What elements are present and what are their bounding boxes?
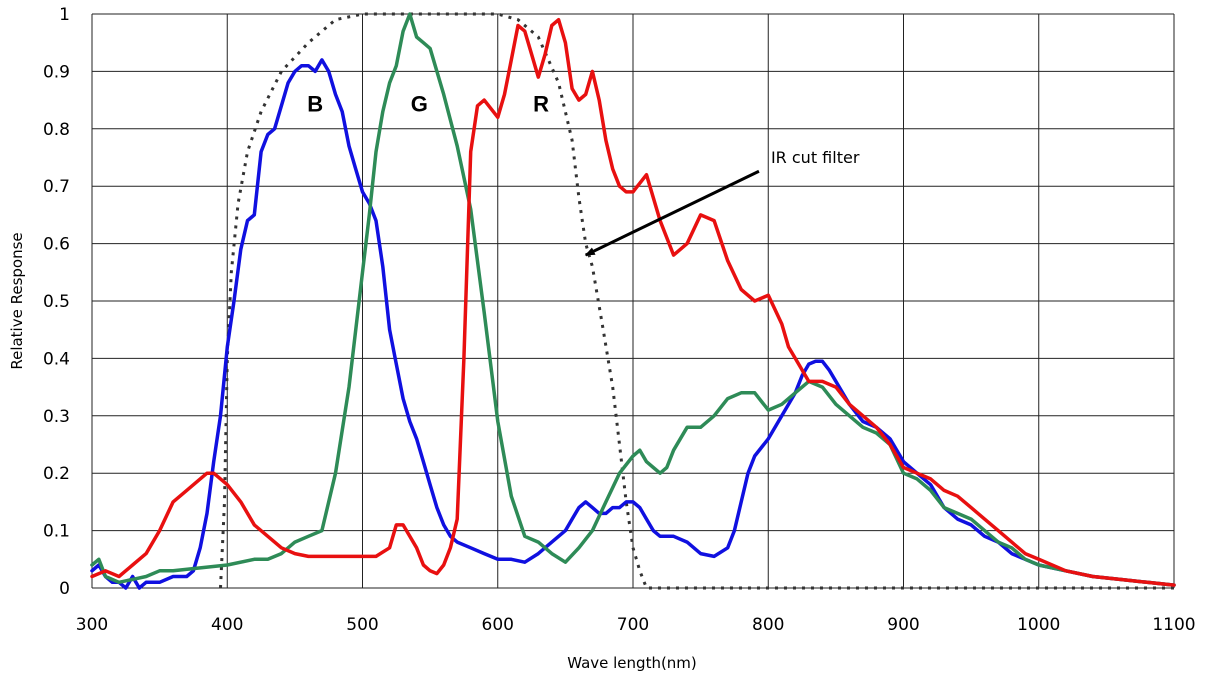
x-tick-label: 900 [887,615,919,635]
x-tick-label: 400 [211,615,243,635]
y-tick-label: 0.7 [43,177,70,197]
x-tick-label: 300 [76,615,108,635]
x-axis-title: Wave length(nm) [567,654,697,672]
x-tick-label: 700 [617,615,649,635]
x-tick-label: 800 [752,615,784,635]
x-tick-label: 600 [482,615,514,635]
y-tick-label: 0.1 [43,522,70,542]
x-tick-labels: 300 400 500 600 700 800 900 1000 1100 [76,615,1196,635]
y-tick-label: 0.8 [43,120,70,140]
y-tick-label: 0.5 [43,292,70,312]
annotations: B G R IR cut filter [307,92,860,257]
y-tick-labels: 0 0.1 0.2 0.3 0.4 0.5 0.6 0.7 0.8 0.9 1 [43,5,70,599]
y-tick-label: 0.4 [43,349,70,369]
series-line-ir-cut-filter [219,12,1174,590]
x-tick-label: 500 [346,615,378,635]
y-tick-label: 0.9 [43,62,70,82]
y-tick-label: 1 [59,5,70,25]
y-tick-label: 0.2 [43,464,70,484]
series-line-b [90,58,1176,590]
x-tick-label: 1100 [1152,615,1195,635]
series-lines [90,12,1176,590]
series-label-b: B [307,92,323,117]
series-label-g: G [411,92,428,117]
series-line-g [90,12,1176,587]
ir-cut-filter-arrow [584,169,760,257]
y-tick-label: 0.3 [43,407,70,427]
y-axis-title: Relative Response [8,232,26,369]
y-tick-label: 0.6 [43,235,70,255]
x-tick-label: 1000 [1017,615,1060,635]
y-tick-label: 0 [59,579,70,599]
series-label-r: R [533,92,549,117]
series-line-r [90,17,1176,587]
ir-cut-filter-label: IR cut filter [771,148,860,167]
